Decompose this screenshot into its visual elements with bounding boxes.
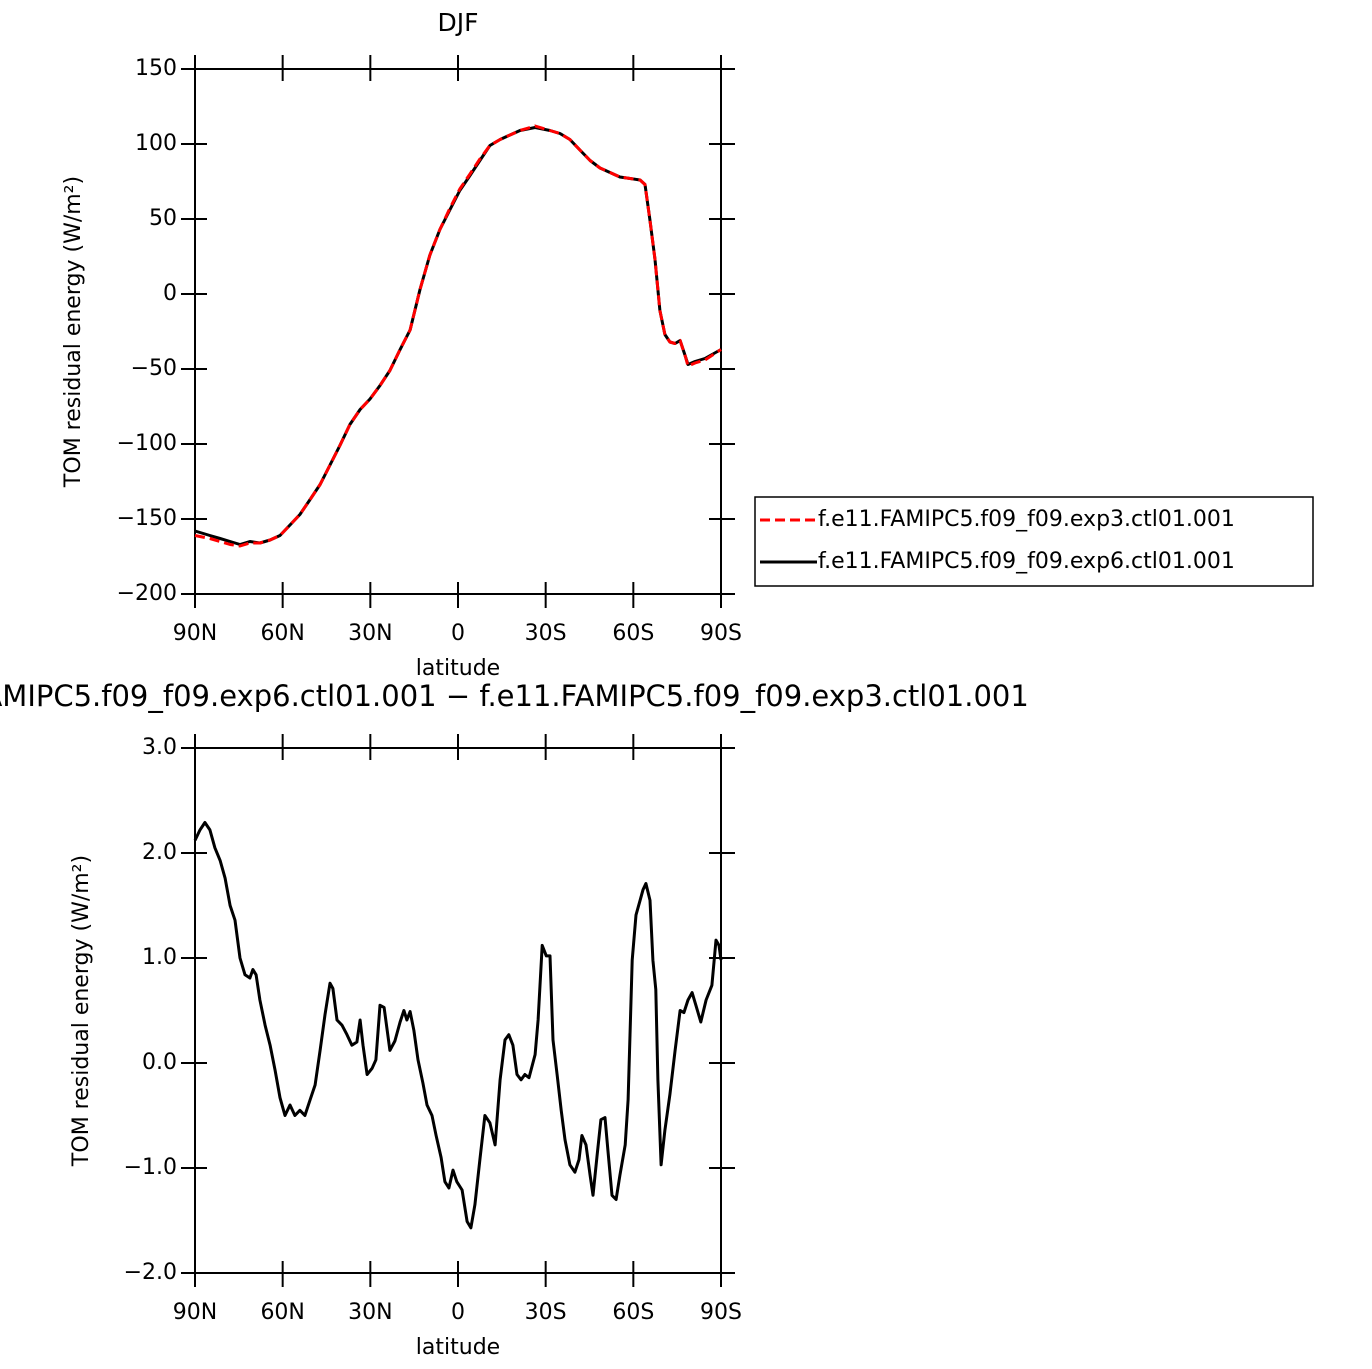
y-tick-label: 0.0 (142, 1050, 177, 1075)
x-tick-label: 30S (525, 621, 567, 646)
x-tick-label: 0 (451, 621, 465, 646)
data-line (193, 821, 723, 1230)
plot-frame (194, 747, 722, 1274)
x-tick-label: 0 (451, 1300, 465, 1325)
y-tick-label: −1.0 (124, 1155, 177, 1180)
x-axis-label: latitude (416, 656, 500, 681)
y-tick-label: 0 (163, 281, 177, 306)
y-tick-label: 50 (149, 206, 177, 231)
legend-label: f.e11.FAMIPC5.f09_f09.exp6.ctl01.001 (818, 549, 1235, 574)
x-tick-label: 30S (525, 1300, 567, 1325)
x-tick-label: 60S (612, 621, 654, 646)
y-tick-label: 3.0 (142, 735, 177, 760)
legend-box (754, 496, 1314, 587)
x-tick-label: 60S (612, 1300, 654, 1325)
y-tick-label: 2.0 (142, 840, 177, 865)
x-axis-label: latitude (416, 1335, 500, 1360)
x-tick-label: 90N (173, 621, 217, 646)
y-tick-label: 100 (135, 131, 177, 156)
x-tick-label: 30N (348, 1300, 392, 1325)
x-tick-label: 90S (700, 621, 742, 646)
y-tick-label: 1.0 (142, 945, 177, 970)
x-tick-label: 60N (260, 1300, 304, 1325)
y-axis-label: TOM residual energy (W/m²) (69, 855, 94, 1167)
y-tick-label: −200 (117, 581, 177, 606)
chart-title: f.e11.FAMIPC5.f09_f09.exp6.ctl01.001 − f… (0, 679, 1029, 713)
chart-title: DJF (437, 8, 478, 37)
x-tick-label: 60N (260, 621, 304, 646)
x-tick-label: 90S (700, 1300, 742, 1325)
x-tick-label: 90N (173, 1300, 217, 1325)
y-tick-label: −50 (131, 356, 177, 381)
data-line (194, 124, 722, 548)
y-tick-label: −2.0 (124, 1260, 177, 1285)
y-tick-label: −100 (117, 431, 177, 456)
y-tick-label: 150 (135, 56, 177, 81)
legend-label: f.e11.FAMIPC5.f09_f09.exp3.ctl01.001 (818, 507, 1235, 532)
y-tick-label: −150 (117, 506, 177, 531)
plot-frame (194, 68, 722, 595)
x-tick-label: 30N (348, 621, 392, 646)
y-axis-label: TOM residual energy (W/m²) (61, 176, 86, 488)
